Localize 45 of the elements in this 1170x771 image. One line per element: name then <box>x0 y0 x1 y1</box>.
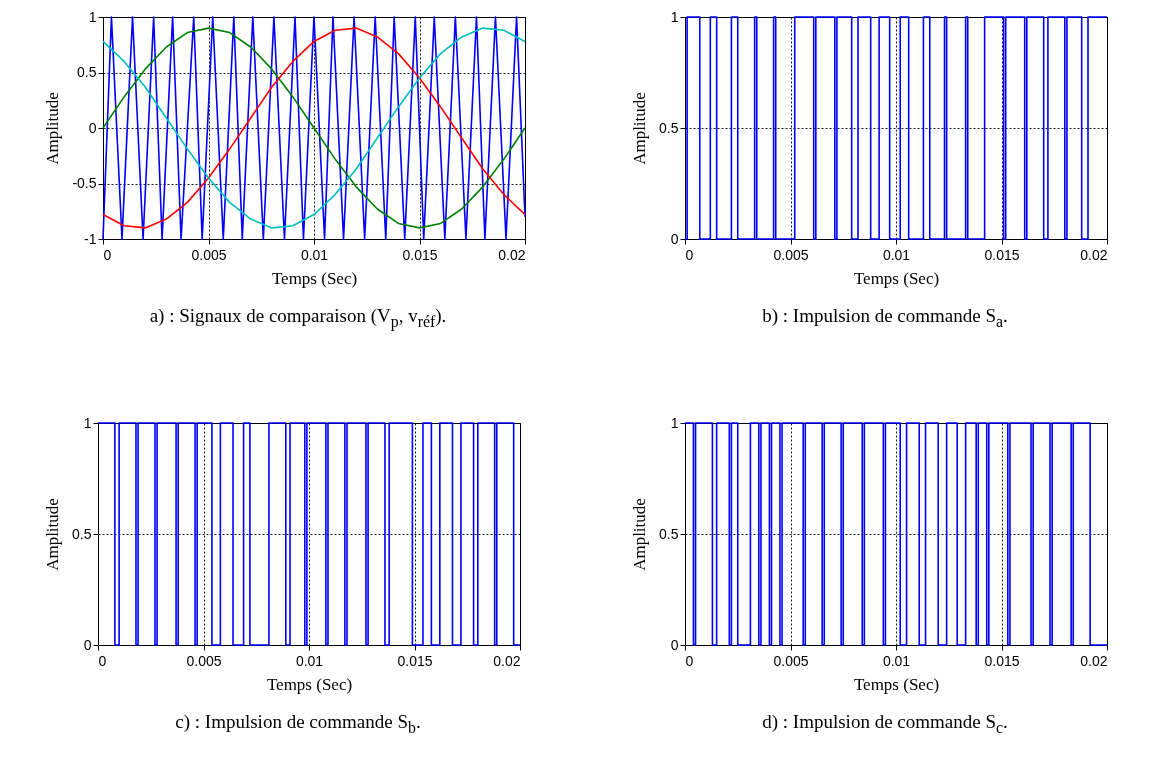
text: d) : Impulsion de commande S$_{c}$. <box>761 711 1009 737</box>
x-axis-title: Temps (Sec) <box>271 268 358 288</box>
y-tick-label: 0 <box>670 636 679 653</box>
x-tick-label: 0.015 <box>402 246 438 263</box>
x-tick-label: 0.01 <box>295 652 324 669</box>
y-tick-label: 0.5 <box>659 525 679 542</box>
x-tick-label: 0.02 <box>498 246 526 263</box>
y-tick-label: -0.5 <box>72 175 97 191</box>
x-tick-label: 0.015 <box>984 246 1020 263</box>
text: b) : Impulsion de commande S$_{a}$. <box>761 305 1009 331</box>
y-axis-title: Amplitude <box>43 498 63 571</box>
x-tick-label: 0.005 <box>773 246 809 263</box>
y-tick-label: -1 <box>84 230 97 247</box>
y-tick-label: 1 <box>83 414 92 431</box>
y-axis-title: Amplitude <box>43 92 63 165</box>
x-tick-label: 0.01 <box>882 652 911 669</box>
x-axis-title: Temps (Sec) <box>853 268 940 288</box>
text: a) : Signaux de comparaison (V$_{p}$, v$_{réf}$). <box>148 305 448 331</box>
y-tick-label: 0 <box>83 636 92 653</box>
text: c) : Impulsion de commande S$_{b}$. <box>174 711 422 737</box>
y-tick-label: 1 <box>670 8 679 25</box>
y-tick-label: 0.5 <box>72 525 92 542</box>
x-tick-label: 0 <box>685 652 694 669</box>
x-tick-label: 0 <box>103 246 112 263</box>
x-tick-label: 0.02 <box>493 652 521 669</box>
y-axis-title: Amplitude <box>630 92 650 165</box>
x-tick-label: 0.02 <box>1080 246 1108 263</box>
x-tick-label: 0.015 <box>397 652 433 669</box>
y-tick-label: 1 <box>88 8 97 25</box>
x-tick-label: 0.005 <box>773 652 809 669</box>
x-axis-title: Temps (Sec) <box>853 674 940 694</box>
x-tick-label: 0 <box>685 246 694 263</box>
y-tick-label: 0 <box>670 230 679 247</box>
x-axis-title: Temps (Sec) <box>266 674 353 694</box>
y-tick-label: 0.5 <box>77 64 97 80</box>
x-tick-label: 0.005 <box>191 246 227 263</box>
x-tick-label: 0.01 <box>882 246 911 263</box>
x-tick-label: 0.015 <box>984 652 1020 669</box>
y-tick-label: 0 <box>88 119 97 136</box>
y-tick-label: 0.5 <box>659 119 679 136</box>
y-tick-label: 1 <box>670 414 679 431</box>
x-tick-label: 0.01 <box>300 246 329 263</box>
x-tick-label: 0.005 <box>186 652 222 669</box>
y-axis-title: Amplitude <box>630 498 650 571</box>
x-tick-label: 0.02 <box>1080 652 1108 669</box>
